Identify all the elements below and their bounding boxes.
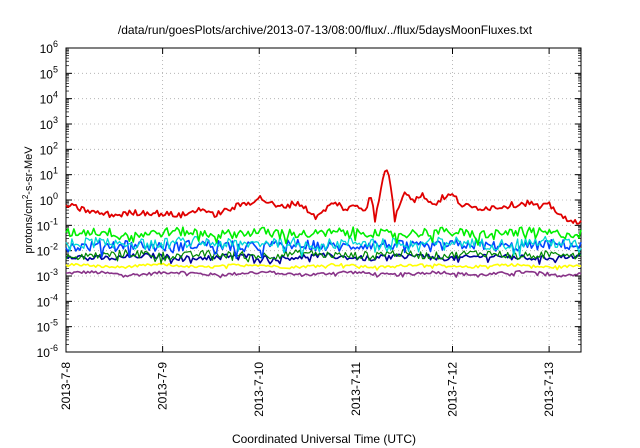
y-tick-exp: -1 [50, 216, 58, 226]
series-line [65, 252, 582, 265]
y-label-sup: 2 [21, 194, 30, 199]
y-tick-base: 10 [40, 67, 54, 81]
y-tick-label: 10-3 [37, 267, 58, 284]
y-label-suffix: -s-sr-MeV [23, 146, 35, 195]
y-tick-label: 104 [40, 90, 58, 107]
y-tick-base: 10 [40, 93, 54, 107]
y-tick-base: 10 [37, 295, 51, 309]
x-tick-label: 2013-7-11 [349, 362, 363, 416]
y-tick-exp: 0 [53, 191, 58, 201]
y-tick-base: 10 [37, 321, 51, 335]
y-tick-label: 100 [40, 191, 58, 208]
chart-title: /data/run/goesPlots/archive/2013-07-13/0… [118, 23, 533, 37]
series-group [65, 169, 582, 279]
y-label-prefix: protons/cm [23, 199, 35, 253]
y-tick-base: 10 [37, 346, 51, 360]
y-tick-label: 10-1 [37, 216, 58, 233]
y-tick-base: 10 [40, 169, 54, 183]
y-tick-exp: 6 [53, 39, 58, 49]
series-line [65, 226, 582, 246]
y-tick-label: 101 [40, 166, 58, 183]
y-tick-label: 105 [40, 64, 58, 81]
y-tick-base: 10 [40, 118, 54, 132]
x-tick-label: 2013-7-10 [252, 362, 266, 417]
y-tick-exp: 3 [53, 115, 58, 125]
series-line [65, 169, 582, 225]
grid [66, 48, 581, 352]
y-tick-exp: 1 [53, 166, 58, 176]
y-tick-exp: -6 [50, 343, 58, 353]
x-tick-label: 2013-7-12 [445, 362, 459, 417]
y-tick-label: 10-2 [37, 242, 58, 259]
x-tick-label: 2013-7-9 [156, 362, 170, 410]
y-tick-base: 10 [40, 143, 54, 157]
y-tick-label: 102 [40, 140, 58, 157]
y-tick-label: 106 [40, 39, 58, 56]
x-tick-label: 2013-7-8 [59, 362, 73, 410]
y-tick-exp: 4 [53, 90, 58, 100]
series-line [65, 249, 582, 265]
y-tick-exp: -4 [50, 292, 58, 302]
y-tick-label: 10-5 [37, 318, 58, 335]
x-axis: 2013-7-8 2013-7-9 2013-7-10 2013-7-11 2013-7… [59, 48, 556, 417]
y-tick-label: 103 [40, 115, 58, 132]
series-line [65, 270, 582, 279]
series-line [65, 235, 582, 258]
y-tick-label: 10-4 [37, 292, 58, 309]
series-line [65, 262, 582, 271]
y-axis: 10-610-510-410-310-210-11001011021031041… [37, 39, 581, 360]
y-axis-label: protons/cm2-s-sr-MeV [21, 146, 36, 254]
y-tick-base: 10 [37, 245, 51, 259]
x-tick-label: 2013-7-13 [542, 362, 556, 417]
y-tick-exp: 5 [53, 64, 58, 74]
y-tick-base: 10 [40, 194, 54, 208]
y-tick-label: 10-6 [37, 343, 58, 360]
y-tick-base: 10 [37, 270, 51, 284]
y-tick-base: 10 [40, 42, 54, 56]
y-tick-exp: -2 [50, 242, 58, 252]
y-tick-base: 10 [37, 219, 51, 233]
x-axis-label: Coordinated Universal Time (UTC) [232, 432, 416, 446]
y-tick-exp: 2 [53, 140, 58, 150]
y-tick-exp: -5 [50, 318, 58, 328]
y-tick-exp: -3 [50, 267, 58, 277]
plot-frame [65, 47, 582, 353]
